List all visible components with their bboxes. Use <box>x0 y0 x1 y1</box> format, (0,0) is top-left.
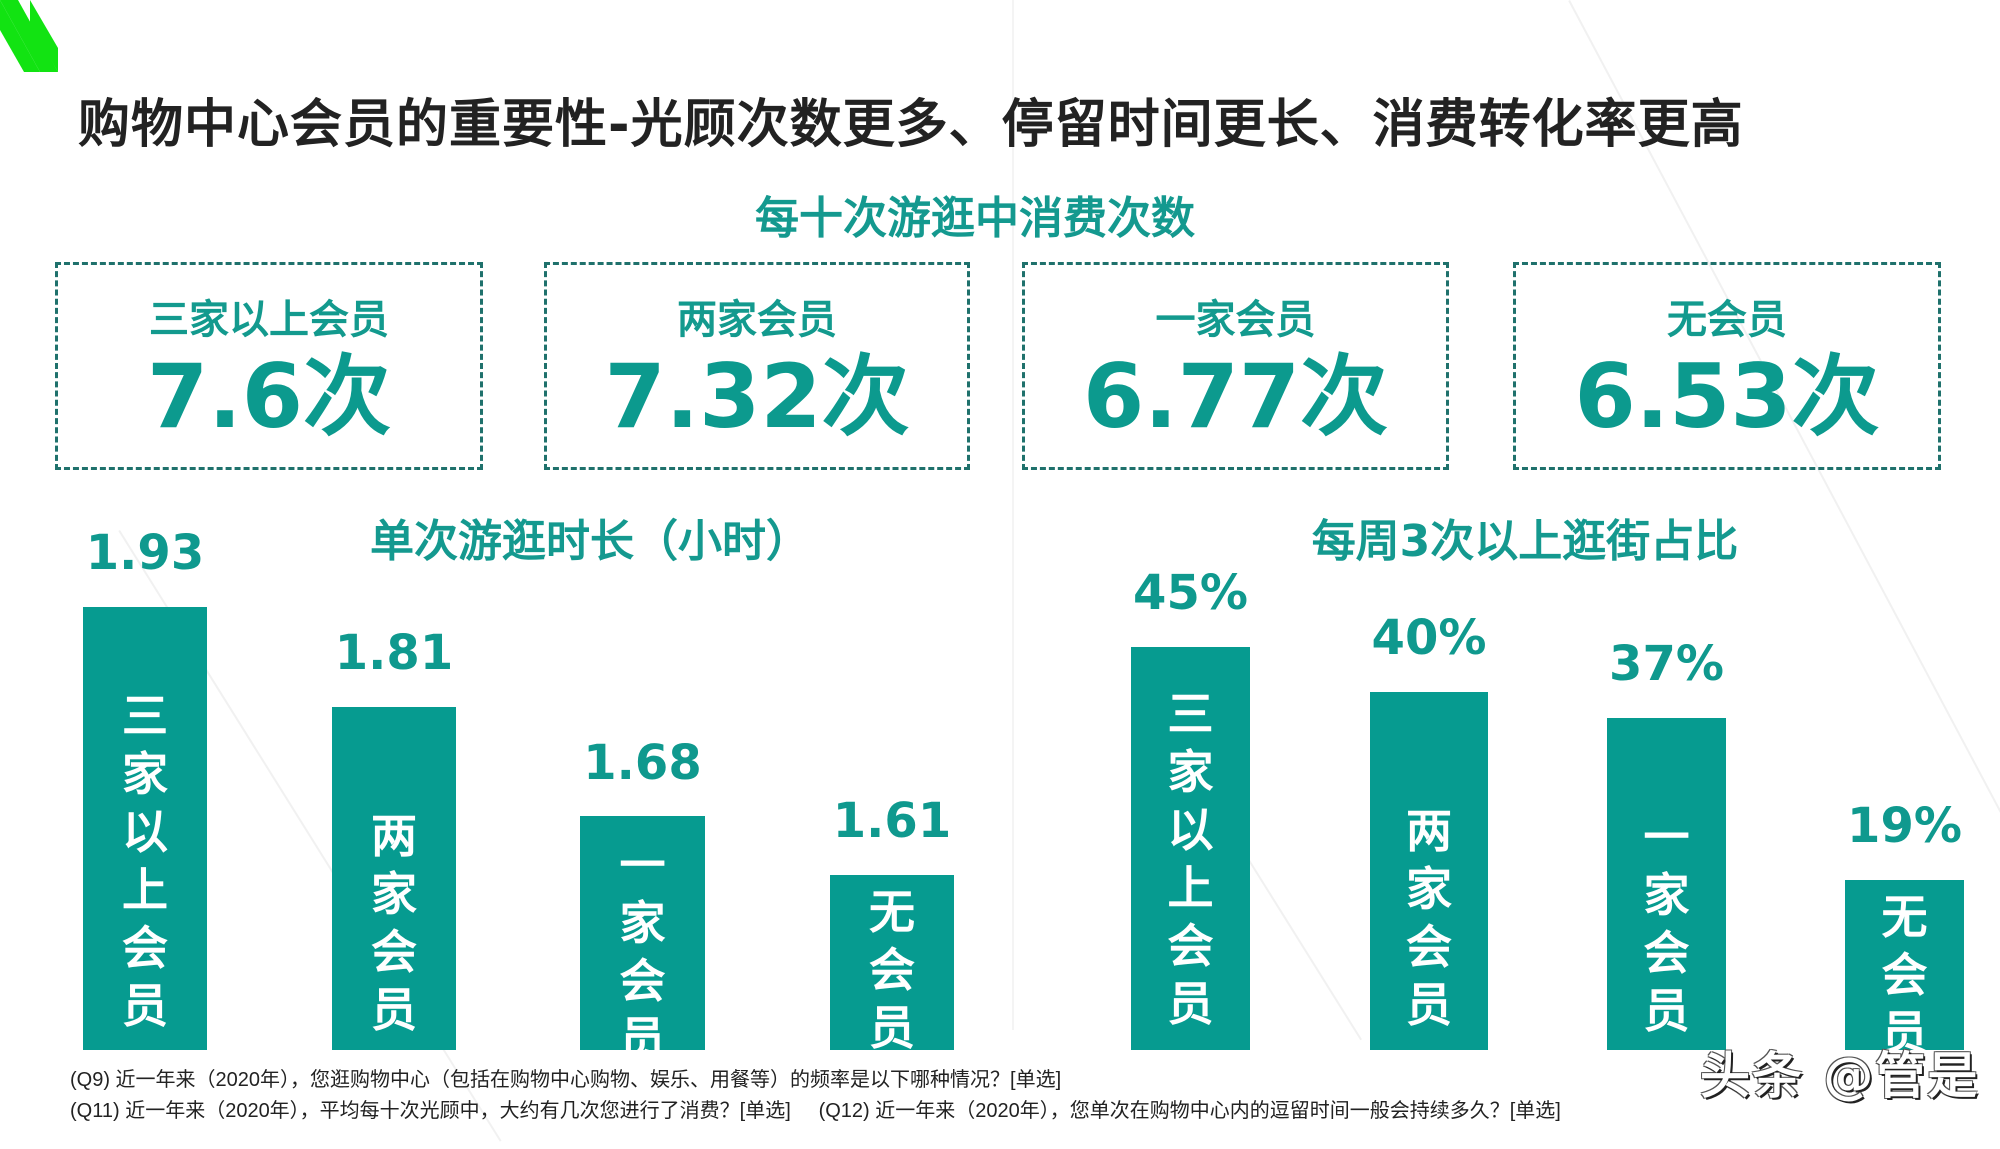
stat-value: 7.32次 <box>604 345 910 448</box>
stat-box-none: 无会员 6.53次 <box>1513 262 1941 470</box>
bar-none: 无会员 <box>1845 880 1964 1060</box>
bar-label: 无会员 <box>869 885 915 1055</box>
bar-value: 1.68 <box>583 735 702 791</box>
stat-box-one: 一家会员 6.77次 <box>1022 262 1449 470</box>
frequency-chart-title: 每周3次以上逛街占比 <box>1311 516 1739 567</box>
bar-two: 两家会员 <box>1370 692 1488 1050</box>
page-title: 购物中心会员的重要性-光顾次数更多、停留时间更长、消费转化率更高 <box>78 95 1744 155</box>
stat-label: 一家会员 <box>1155 297 1316 343</box>
bar-label: 两家会员 <box>371 809 417 1037</box>
stat-box-three-plus: 三家以上会员 7.6次 <box>55 262 483 470</box>
stat-label: 三家以上会员 <box>149 297 389 343</box>
bar-value: 1.81 <box>334 625 454 681</box>
stat-label: 两家会员 <box>677 297 837 343</box>
footnote-q9: (Q9) 近一年来（2020年），您逛购物中心（包括在购物中心购物、娱乐、用餐等… <box>70 1069 1062 1091</box>
bar-label: 三家以上会员 <box>122 689 168 1033</box>
bar-label: 三家以上会员 <box>1167 687 1214 1031</box>
bar-label: 无会员 <box>1881 890 1928 1060</box>
bar-two: 两家会员 <box>332 707 456 1050</box>
stat-value: 6.53次 <box>1574 345 1880 448</box>
bar-value: 40% <box>1371 610 1487 666</box>
stat-value: 7.6次 <box>147 345 391 448</box>
watermark: 头条 @管是 <box>1700 1047 1980 1105</box>
duration-chart-title: 单次游逛时长（小时） <box>370 516 810 567</box>
stat-value: 6.77次 <box>1082 345 1389 448</box>
bar-value: 1.61 <box>832 793 952 849</box>
bar-three-plus: 三家以上会员 <box>83 607 207 1050</box>
bar-value: 1.93 <box>85 525 205 581</box>
bar-label: 两家会员 <box>1406 804 1452 1032</box>
stat-box-two: 两家会员 7.32次 <box>544 262 970 470</box>
bar-three-plus: 三家以上会员 <box>1131 647 1250 1050</box>
bar-value: 45% <box>1133 565 1248 621</box>
footnote-q11-q12: (Q11) 近一年来（2020年），平均每十次光顾中，大约有几次您进行了消费？[… <box>70 1100 1561 1122</box>
brand-logo-icon <box>0 0 58 72</box>
consumption-title: 每十次游逛中消费次数 <box>755 193 1195 244</box>
bar-value: 37% <box>1609 636 1724 692</box>
bar-one: 一家会员 <box>580 816 705 1066</box>
bar-label: 一家会员 <box>1643 810 1690 1038</box>
center-divider <box>1012 0 1014 1030</box>
bar-one: 一家会员 <box>1607 718 1726 1050</box>
bar-none: 无会员 <box>830 875 954 1055</box>
bar-label: 一家会员 <box>619 838 666 1066</box>
stat-label: 无会员 <box>1667 297 1787 343</box>
bar-value: 19% <box>1847 798 1962 854</box>
